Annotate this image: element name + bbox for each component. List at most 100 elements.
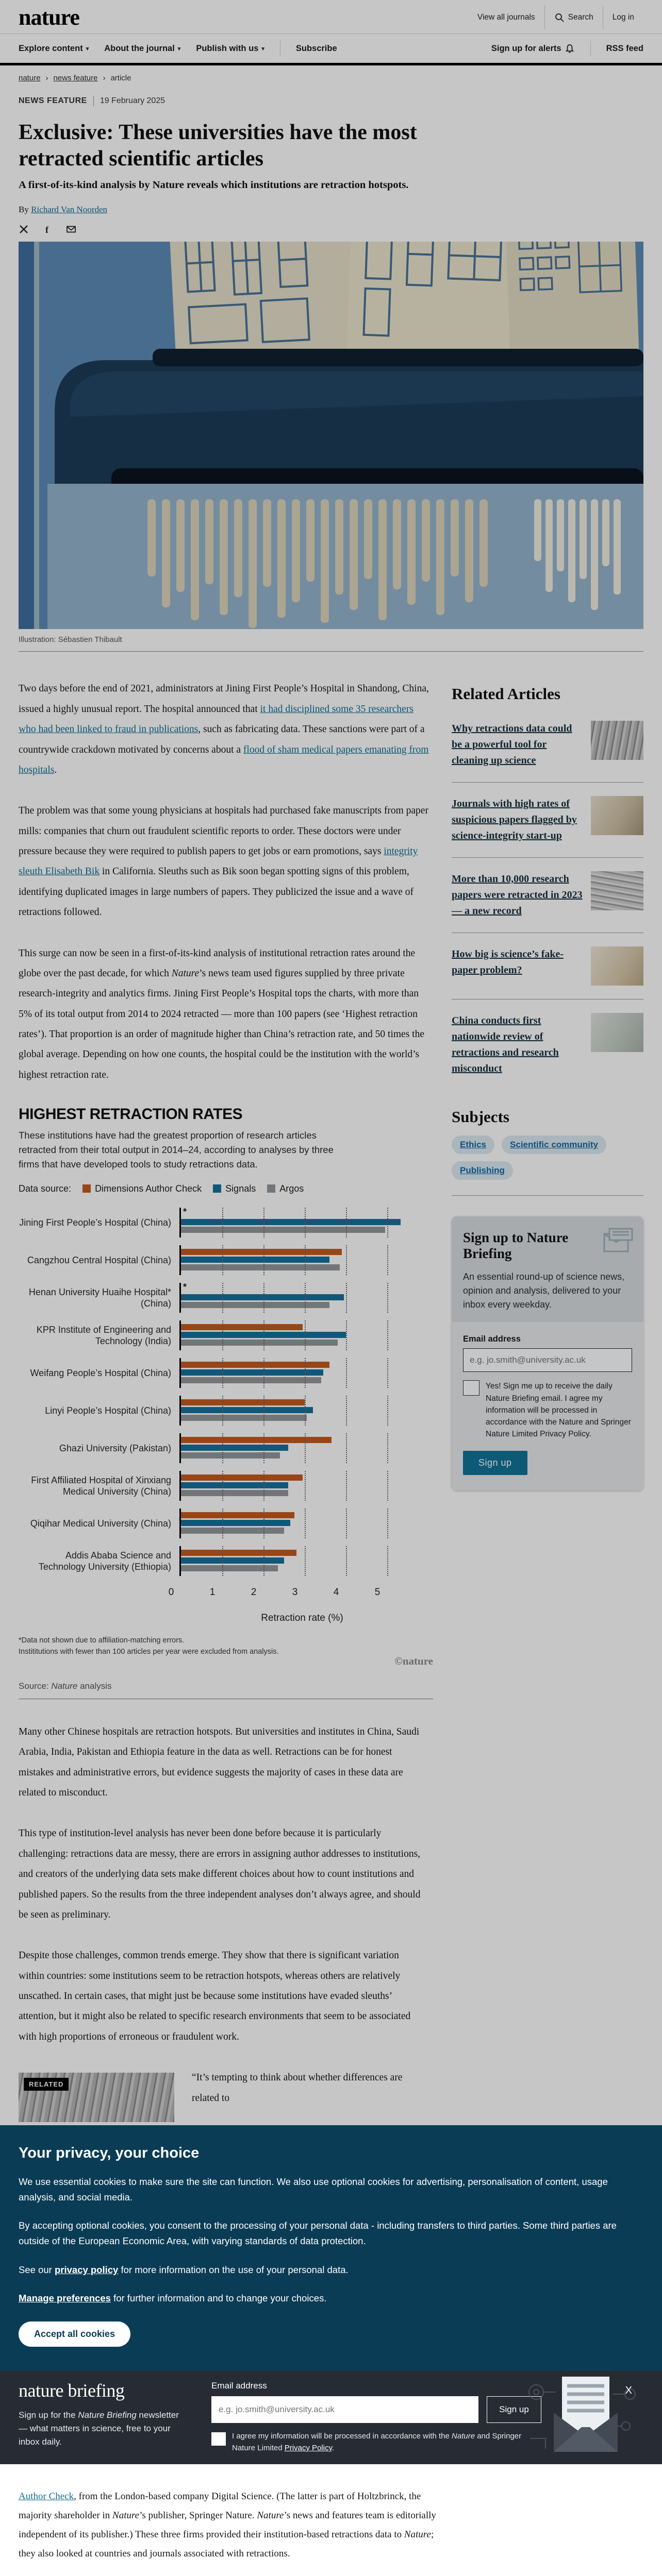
nav-publish-with-us[interactable]: Publish with us ▾ <box>196 43 264 53</box>
bell-icon <box>565 44 574 53</box>
privacy-policy-link[interactable]: Privacy Policy <box>284 2444 332 2453</box>
x-tick-label: 3 <box>292 1587 298 1598</box>
briefing-tagline: Sign up for the Nature Briefing newslett… <box>19 2410 179 2447</box>
bar-argos <box>181 1377 321 1384</box>
nav-about-journal[interactable]: About the journal ▾ <box>104 43 181 53</box>
breadcrumb-separator: › <box>45 74 48 82</box>
nature-logo[interactable]: nature <box>19 5 80 30</box>
briefing-signup-button[interactable]: Sign up <box>487 2396 541 2423</box>
view-all-journals-link[interactable]: View all journals <box>477 12 535 22</box>
related-article-link[interactable]: China conducts first nationwide review o… <box>452 1015 559 1075</box>
gridline <box>387 1433 388 1464</box>
hero-figure <box>19 242 643 630</box>
gridline <box>263 1358 264 1388</box>
twitter-share-icon[interactable] <box>19 224 29 234</box>
italic-text: Nature <box>171 968 200 979</box>
chart1-footnote1: *Data not shown due to affiliation-match… <box>19 1636 185 1645</box>
subject-link-ethics[interactable]: Ethics <box>460 1140 487 1150</box>
cookie-text-3: See our privacy policy for more informat… <box>19 2264 349 2275</box>
article-paragraph: This surge can now be seen in a first-of… <box>19 943 433 1086</box>
accept-all-cookies-button[interactable]: Accept all cookies <box>19 2321 131 2347</box>
gridline <box>222 1208 223 1238</box>
chart1-row: Cangzhou Central Hospital (China) <box>19 1245 433 1276</box>
gridline <box>346 1509 347 1539</box>
email-field[interactable] <box>463 1348 632 1372</box>
bar-dimensions-author-check <box>181 1512 294 1519</box>
legend-swatch <box>267 1184 276 1193</box>
gridline <box>222 1245 223 1276</box>
related-article-link[interactable]: How big is science’s fake-paper problem? <box>452 948 564 976</box>
chart1-category-label: Henan University Huaihe Hospital* (China… <box>28 1286 171 1309</box>
nav-divider <box>590 41 591 56</box>
chart1-row: KPR Institute of Engineering and Technol… <box>19 1320 433 1351</box>
sidebar-signup-button[interactable]: Sign up <box>463 1450 527 1475</box>
related-inline-box[interactable]: RELATED <box>19 2073 174 2123</box>
inline-link[interactable]: Author Check <box>19 2491 74 2502</box>
gridline <box>222 1396 223 1426</box>
signup-alerts-link[interactable]: Sign up for alerts <box>491 43 575 54</box>
subject-link-scientific-community[interactable]: Scientific community <box>510 1140 599 1150</box>
rss-feed-link[interactable]: RSS feed <box>606 43 643 53</box>
chart1-bar-group <box>179 1396 433 1426</box>
gridline <box>263 1208 264 1238</box>
chart1-bar-group <box>179 1433 433 1464</box>
related-article-link[interactable]: Why retractions data could be a powerful… <box>452 723 572 767</box>
related-article-card: More than 10,000 research papers were re… <box>452 858 643 934</box>
x-tick-label: 0 <box>168 1587 174 1598</box>
related-article-link[interactable]: More than 10,000 research papers were re… <box>452 873 583 917</box>
chart1-source: Source: Nature analysis <box>19 1681 112 1691</box>
consent-checkbox[interactable] <box>463 1380 479 1396</box>
bar-dimensions-author-check <box>181 1475 303 1481</box>
author-link[interactable]: Richard Van Noorden <box>31 205 108 215</box>
related-article-link[interactable]: Journals with high rates of suspicious p… <box>452 798 577 842</box>
nav-explore-content[interactable]: Explore content ▾ <box>19 43 89 53</box>
nature-briefing-bar: nature briefing Sign up for the Nature B… <box>0 2370 662 2465</box>
search-link[interactable]: Search <box>545 7 603 28</box>
email-share-icon[interactable] <box>66 224 76 234</box>
italic-text: Nature <box>112 2510 140 2521</box>
kicker-divider <box>93 96 94 106</box>
chevron-down-icon: ▾ <box>177 45 181 52</box>
gridline <box>222 1320 223 1351</box>
subject-link-publishing[interactable]: Publishing <box>460 1165 505 1176</box>
login-link[interactable]: Log in <box>612 12 634 22</box>
gridline <box>305 1396 306 1426</box>
inline-link[interactable]: it had disciplined some 35 researchers w… <box>19 703 413 735</box>
briefing-signup-card: Sign up to Nature Briefing An essential … <box>452 1216 643 1490</box>
facebook-share-icon[interactable]: f <box>42 224 53 234</box>
sidebar: Related Articles Why retractions data co… <box>452 652 643 1490</box>
gridline <box>222 1433 223 1464</box>
inline-link[interactable]: integrity sleuth Elisabeth Bik <box>19 846 418 877</box>
cookie-title: Your privacy, your choice <box>19 2145 200 2162</box>
nature-watermark: ©nature <box>394 1654 433 1667</box>
related-article-thumbnail <box>591 721 643 760</box>
close-icon[interactable]: X <box>625 2384 632 2396</box>
nav-subscribe[interactable]: Subscribe <box>295 43 337 53</box>
italic-text: Nature <box>404 2529 431 2540</box>
article-paragraph: The problem was that some young physicia… <box>19 801 433 922</box>
inline-link[interactable]: flood of sham medical papers emanating f… <box>19 744 429 775</box>
gridline <box>263 1396 264 1426</box>
gridline <box>222 1283 223 1313</box>
chart1-title: HIGHEST RETRACTION RATES <box>19 1106 243 1123</box>
gridline <box>387 1245 388 1276</box>
chart1-category-label: Cangzhou Central Hospital (China) <box>27 1255 171 1266</box>
manage-preferences-link[interactable]: Manage preferences <box>19 2293 111 2304</box>
bar-argos <box>181 1264 340 1271</box>
privacy-policy-link[interactable]: privacy policy <box>54 2264 119 2275</box>
cookie-consent-banner: Your privacy, your choice We use essenti… <box>0 2125 662 2370</box>
bar-argos <box>181 1302 329 1309</box>
legend-swatch <box>82 1184 91 1193</box>
article-paragraph: This type of institution-level analysis … <box>19 1823 425 1925</box>
briefing-email-field[interactable] <box>211 2396 478 2423</box>
bar-dimensions-author-check <box>181 1437 332 1444</box>
chart1-row: Henan University Huaihe Hospital* (China… <box>19 1282 433 1313</box>
chart1-footnote2: Instititutions with fewer than 100 artic… <box>19 1648 279 1656</box>
briefing-consent-checkbox[interactable] <box>211 2432 226 2446</box>
chart1-row: Ghazi University (Pakistan) <box>19 1433 433 1464</box>
article-body-bottom: Author Check, from the London-based comp… <box>0 2464 662 2576</box>
gridline <box>387 1509 388 1539</box>
breadcrumb-nature[interactable]: nature <box>19 74 41 82</box>
chart1-bar-group: * <box>179 1282 433 1313</box>
breadcrumb-news-feature[interactable]: news feature <box>53 74 98 82</box>
